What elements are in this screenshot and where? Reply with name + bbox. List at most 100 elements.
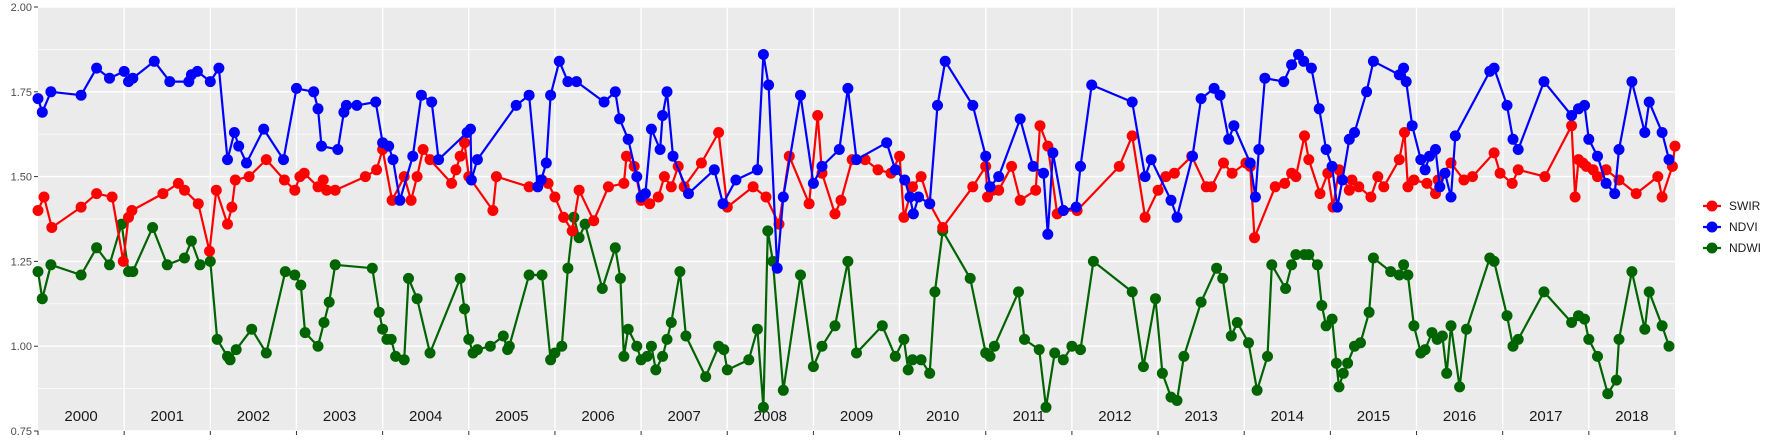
ndwi-point (851, 347, 862, 359)
ndvi-point (1171, 211, 1183, 223)
ndvi-point (523, 89, 535, 101)
swir-point (405, 194, 417, 206)
swir-point (1566, 120, 1578, 132)
year-label: 2011 (1013, 408, 1045, 425)
legend[interactable]: SWIR NDVI NDWI (1703, 199, 1761, 255)
ndwi-point (1156, 367, 1168, 379)
year-label: 2013 (1184, 408, 1217, 425)
ndwi-point (1040, 401, 1052, 413)
ndvi-point (1187, 150, 1198, 162)
ndvi-point (645, 123, 657, 135)
ndvi-point (291, 82, 302, 94)
ndvi-point (1430, 144, 1441, 155)
ndwi-point (75, 269, 87, 281)
ndvi-point (1286, 59, 1298, 71)
year-label: 2018 (1615, 408, 1648, 425)
ndvi-point (1278, 76, 1290, 88)
ndwi-point (424, 347, 436, 359)
swir-point (695, 157, 707, 169)
ndvi-point (91, 62, 103, 74)
ndwi-point (1217, 272, 1229, 284)
ndwi-point (988, 340, 1000, 352)
swir-point (75, 201, 87, 213)
legend-item-swir[interactable]: SWIR (1703, 199, 1761, 213)
ndwi-point (1566, 317, 1578, 328)
swir-point (665, 181, 677, 193)
swir-point (260, 154, 272, 166)
ndwi-point (398, 354, 410, 366)
legend-item-ndvi[interactable]: NDVI (1703, 220, 1758, 234)
swir-point (993, 184, 1005, 196)
ndvi-point (465, 174, 477, 186)
swir-point (1168, 167, 1180, 179)
swir-point (46, 222, 58, 233)
y-tick-label: 0.75 (11, 426, 32, 438)
ndwi-point (194, 259, 206, 271)
ndvi-point (471, 154, 483, 166)
ndwi-point (471, 344, 483, 356)
swir-point (1126, 130, 1138, 142)
ndwi-point (807, 361, 819, 373)
ndwi-point (91, 242, 103, 254)
swir-point (106, 191, 118, 203)
ndwi-point (549, 347, 561, 359)
swir-point (278, 174, 290, 186)
swir-point (1506, 177, 1518, 189)
ndvi-point (465, 123, 476, 135)
ndvi-point (1253, 144, 1265, 155)
swir-point (1399, 127, 1410, 138)
swir-point (226, 201, 238, 213)
ndvi-point (1145, 154, 1157, 166)
year-labels: 2000 2001 2002 2003 2004 2005 2006 2007 2008 2009… (64, 408, 1648, 425)
swir-point (243, 171, 255, 183)
ndvi-point (667, 150, 679, 162)
swir-point (549, 191, 561, 203)
swir-point (454, 150, 466, 162)
ndwi-point (204, 255, 216, 267)
ndwi-point (1150, 293, 1161, 305)
ndvi-point (540, 157, 552, 169)
swir-point (1393, 154, 1405, 166)
ndvi-point (1195, 93, 1207, 105)
ndvi-point (881, 137, 893, 149)
swir-point (829, 208, 841, 220)
ndvi-point (553, 55, 565, 67)
ndvi-point (1361, 86, 1373, 98)
swir-point (1269, 181, 1281, 193)
ndwi-point (1280, 283, 1292, 294)
swir-point (602, 181, 614, 193)
ndwi-point (1656, 320, 1668, 332)
legend-item-ndwi[interactable]: NDWI (1703, 241, 1761, 255)
ndwi-point (1126, 286, 1138, 298)
ndvi-point (1643, 96, 1655, 108)
ndwi-point (816, 340, 828, 352)
swir-point (658, 171, 670, 183)
ndvi-point (104, 72, 115, 84)
ndvi-point (1038, 167, 1049, 179)
ndvi-point (609, 86, 621, 98)
ndvi-point (795, 89, 806, 101)
ndwi-point (161, 259, 173, 271)
ndwi-point (1057, 354, 1069, 366)
ndwi-point (1087, 255, 1099, 267)
ndvi-point (407, 150, 419, 162)
ndwi-point (661, 333, 673, 345)
legend-key-point (1706, 221, 1718, 233)
swir-point (618, 177, 630, 189)
ndwi-point (1488, 255, 1500, 267)
year-label: 2001 (151, 408, 184, 425)
series-ndvi (32, 49, 1675, 274)
ndvi-point (899, 174, 911, 186)
swir-point (1303, 154, 1315, 166)
ndvi-point (258, 123, 270, 135)
ndwi-point (984, 350, 996, 362)
ndvi-point (1400, 76, 1412, 88)
year-label: 2005 (495, 408, 528, 425)
ndwi-point (459, 303, 470, 315)
y-tick-label: 1.25 (11, 256, 32, 268)
ndvi-point (622, 133, 634, 145)
ndvi-point (351, 99, 363, 111)
ndvi-point (562, 76, 574, 88)
year-label: 2004 (409, 408, 442, 425)
swir-point (558, 211, 570, 223)
